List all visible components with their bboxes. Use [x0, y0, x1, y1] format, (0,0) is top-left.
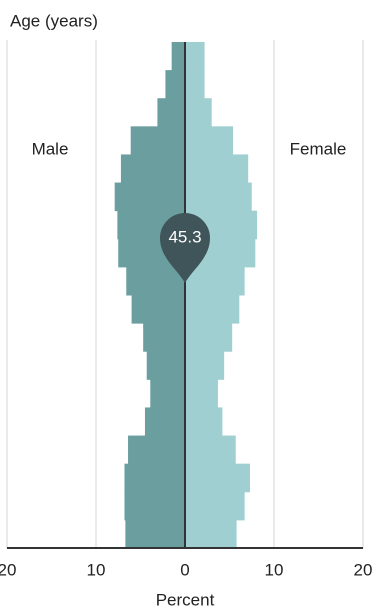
bar: [185, 351, 225, 380]
grid: [6, 40, 364, 548]
bar: [185, 266, 245, 296]
bar: [185, 70, 205, 99]
bar: [185, 407, 223, 437]
bar: [185, 323, 233, 352]
bar: [185, 154, 249, 184]
bar: [146, 351, 185, 380]
legend-female: Female: [290, 139, 347, 158]
legend-male: Male: [32, 139, 69, 158]
y-axis-label: Age (years): [10, 11, 98, 30]
bar: [185, 463, 250, 493]
bar: [185, 98, 212, 127]
bar: [157, 98, 185, 127]
bar: [124, 463, 185, 493]
bar: [185, 126, 234, 155]
x-tick-label: 20: [354, 560, 373, 579]
bar: [185, 295, 240, 324]
bar: [143, 323, 185, 352]
bar: [171, 42, 185, 71]
bar: [125, 519, 185, 549]
bar: [144, 407, 185, 437]
bars: [114, 42, 258, 549]
bar: [185, 42, 205, 71]
x-tick-label: 10: [87, 560, 106, 579]
bar: [114, 182, 185, 212]
median-pin: [160, 213, 210, 283]
bar: [126, 266, 185, 296]
x-tick-label: 20: [0, 560, 16, 579]
bar: [131, 295, 185, 324]
bar: [185, 379, 218, 408]
x-axis-label: Percent: [156, 590, 215, 609]
bar: [120, 154, 185, 184]
bar: [124, 491, 185, 521]
bar: [150, 379, 185, 408]
bar: [130, 126, 185, 155]
bar: [185, 491, 245, 521]
x-tick-label: 10: [265, 560, 284, 579]
bar: [128, 435, 185, 465]
axes: 20 10 0 10 20: [0, 42, 372, 579]
bar: [185, 519, 237, 549]
bar: [185, 182, 252, 212]
median-marker: 45.3: [160, 213, 210, 283]
bar: [165, 70, 185, 99]
bar: [185, 435, 236, 465]
x-tick-label: 0: [180, 560, 189, 579]
median-label: 45.3: [168, 227, 201, 246]
